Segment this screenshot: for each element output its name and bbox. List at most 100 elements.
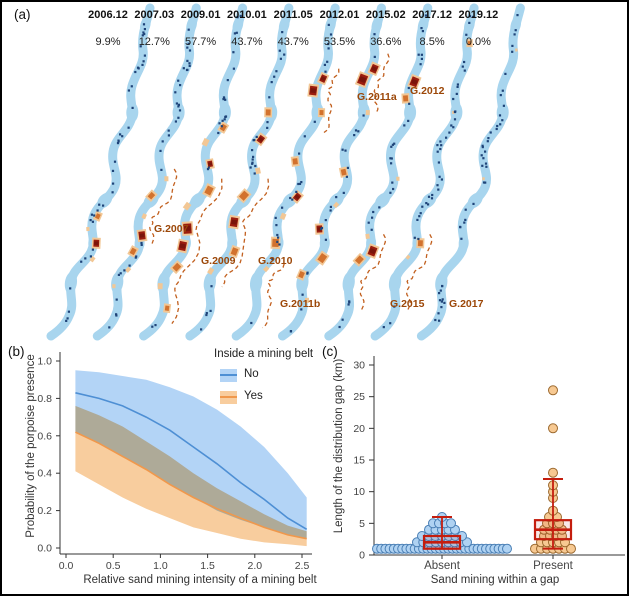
map-percentage-label: 12.7% <box>138 36 170 48</box>
mining-patch <box>182 201 192 211</box>
mining-patch <box>304 297 310 304</box>
panel-c-gap-boxplot: 0 5 10 15 20 25 30 Length of the distribution … <box>317 342 627 594</box>
porpoise-sightings <box>250 15 333 325</box>
mining-patch <box>354 71 371 89</box>
gap-outline <box>359 234 386 310</box>
gap-label: G.2012 <box>410 85 445 97</box>
river-lake-bulge <box>218 102 231 123</box>
mining-patch <box>290 189 305 204</box>
river-lake-bulge <box>496 102 509 123</box>
map-percentage-label: 8.5% <box>419 36 445 48</box>
mining-patch <box>352 252 367 267</box>
mining-patch <box>407 73 422 90</box>
river-lake-bulge <box>340 150 349 165</box>
river-lake-bulge <box>139 16 151 35</box>
axis-tick-label: 0.8 <box>37 393 52 405</box>
river-lake-bulge <box>249 271 263 294</box>
mining-patch <box>317 71 330 86</box>
mining-patch <box>202 183 216 198</box>
river-maps-canvas <box>46 3 525 341</box>
river-lake-bulge <box>432 150 441 165</box>
data-point <box>548 467 558 478</box>
legend-swatch-yes <box>220 391 237 404</box>
axis-tick-label: 15 <box>353 455 365 467</box>
mining-patch <box>405 254 411 260</box>
map-percentage-label: 53.5% <box>323 36 356 48</box>
mining-patch <box>91 237 101 249</box>
river-map-2009.01 <box>139 3 248 341</box>
panel-a-river-maps: 2006.12 9.9% 2007.03 12.7% G.2007 2009.01 57.7… <box>2 2 627 347</box>
gap-label: G.2011a <box>357 91 397 103</box>
data-point <box>548 423 558 434</box>
confidence-ribbon <box>75 405 307 547</box>
mining-patch <box>217 121 230 134</box>
panel-b-probability-plot: 0.0 0.2 0.4 0.6 0.8 1.0 0.0 0.5 1.0 1.5 2.0 2.5 Ins… <box>2 342 317 594</box>
axis-tick-label: 1.5 <box>200 560 215 572</box>
box-absent <box>422 516 462 550</box>
map-date-label: 2009.01 <box>180 9 221 21</box>
panel-c-letter: (c) <box>322 344 338 359</box>
porpoise-sightings <box>338 14 427 329</box>
river-lake-bulge <box>203 271 216 294</box>
mining-patch <box>365 110 370 116</box>
gap-label: G.2017 <box>449 298 484 310</box>
fitted-line <box>75 431 307 540</box>
mining-patch <box>264 107 273 118</box>
porpoise-sightings <box>65 23 146 322</box>
river-lake-bulge <box>387 311 397 325</box>
mining-patch <box>236 188 252 204</box>
mining-patch <box>176 238 189 254</box>
map-date-label: 2019.12 <box>458 9 499 21</box>
river-lake-bulge <box>467 192 483 209</box>
mining-patch <box>482 177 485 181</box>
mining-patch <box>141 213 148 220</box>
axis-tick-label: 0.6 <box>37 430 52 442</box>
porpoise-sightings <box>108 28 192 329</box>
mining-patch <box>201 137 210 147</box>
map-percentage-label: 36.6% <box>370 36 402 48</box>
river-lake-bulge <box>278 16 290 35</box>
porpoise-sightings <box>200 31 286 331</box>
river-lake-bulge <box>328 192 344 209</box>
river-lake-bulge <box>450 102 463 123</box>
data-point <box>502 543 512 554</box>
axis-tick-label: 0.2 <box>37 505 52 517</box>
river-map-2010.01 <box>185 3 294 341</box>
axis-tick-label: 1.0 <box>153 560 168 572</box>
river-lake-bulge <box>507 57 517 72</box>
river-lake-bulge <box>435 271 448 294</box>
map-date-label: 2007.03 <box>134 9 175 21</box>
confidence-ribbon <box>75 370 307 539</box>
river-map-2019.12 <box>416 3 525 341</box>
axis-tick-label: 2.5 <box>295 560 310 572</box>
map-percentage-label: 0.0% <box>465 36 491 48</box>
mining-patch <box>169 260 184 275</box>
axis-tick-label: 25 <box>353 391 365 403</box>
mining-patch <box>295 268 308 281</box>
gap-outline <box>261 263 285 329</box>
gap-label: G.2011b <box>280 298 321 310</box>
mining-patch <box>255 167 261 175</box>
river-lake-bulge <box>154 150 164 165</box>
legend-swatch-no <box>220 369 237 382</box>
mining-patch <box>290 155 300 167</box>
mining-patch <box>401 93 410 104</box>
panel-c-x-axis-title: Sand mining within a gap <box>430 574 560 586</box>
river-lake-bulge <box>414 57 424 72</box>
mining-patch <box>416 238 425 249</box>
map-percentage-label: 9.9% <box>95 36 121 48</box>
porpoise-sightings <box>151 14 242 328</box>
porpoise-sightings <box>289 33 376 333</box>
category-label-absent: Absent <box>424 560 460 572</box>
map-date-label: 2006.12 <box>88 9 128 21</box>
data-point <box>548 385 558 396</box>
probability-plot-canvas: 0.0 0.2 0.4 0.6 0.8 1.0 0.0 0.5 1.0 1.5 2.0 2.5 <box>37 352 312 572</box>
axis-tick-label: 20 <box>353 423 365 435</box>
map-percentage-label: 57.7% <box>184 36 217 48</box>
mining-patch <box>314 223 325 235</box>
river-lake-bulge <box>375 192 391 209</box>
gap-label: G.2009 <box>201 255 236 267</box>
river-lake-bulge <box>229 57 239 72</box>
mining-patch <box>228 244 241 259</box>
